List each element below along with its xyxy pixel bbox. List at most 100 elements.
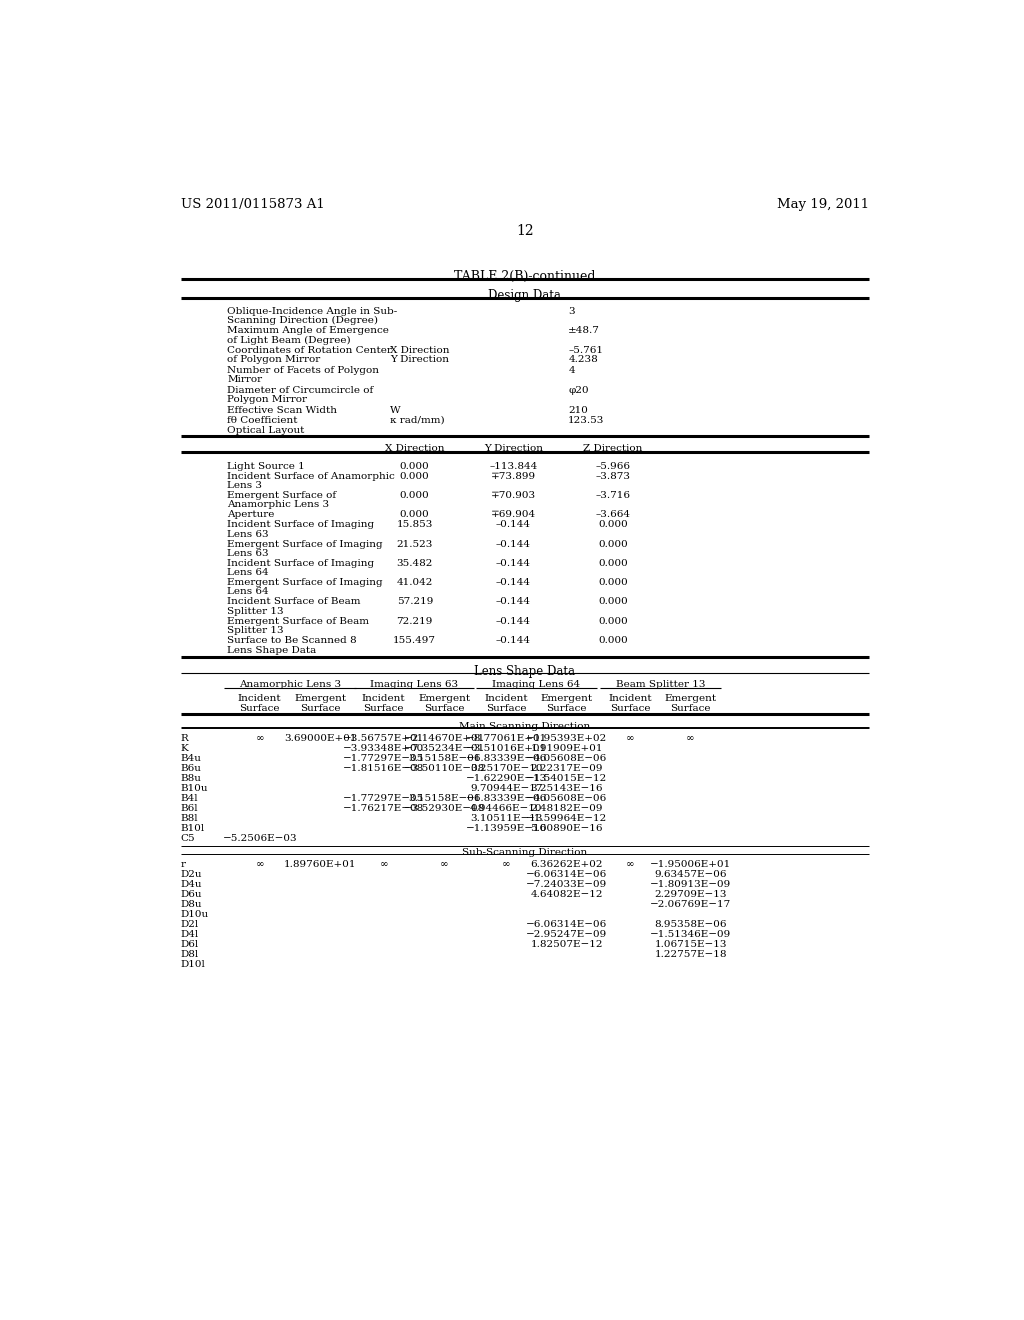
Text: −1.51346E−09: −1.51346E−09 <box>650 929 731 939</box>
Text: 41.042: 41.042 <box>396 578 433 587</box>
Text: 3.25170E−10: 3.25170E−10 <box>470 764 543 774</box>
Text: Maximum Angle of Emergence: Maximum Angle of Emergence <box>227 326 389 335</box>
Text: 0.000: 0.000 <box>400 471 430 480</box>
Text: D10l: D10l <box>180 960 206 969</box>
Text: 0.000: 0.000 <box>400 491 430 500</box>
Text: 0.000: 0.000 <box>598 558 628 568</box>
Text: Lens 3: Lens 3 <box>227 480 262 490</box>
Text: 3: 3 <box>568 308 574 315</box>
Text: –5.966: –5.966 <box>596 462 631 471</box>
Text: −1.13959E−16: −1.13959E−16 <box>466 825 547 833</box>
Text: −3.52930E−08: −3.52930E−08 <box>403 804 484 813</box>
Text: –0.144: –0.144 <box>496 578 530 587</box>
Text: Diameter of Circumcircle of: Diameter of Circumcircle of <box>227 385 374 395</box>
Text: Emergent: Emergent <box>541 694 593 704</box>
Text: 1.89760E+01: 1.89760E+01 <box>284 859 356 869</box>
Text: Emergent: Emergent <box>294 694 346 704</box>
Text: 4.64082E−12: 4.64082E−12 <box>530 890 603 899</box>
Text: B6u: B6u <box>180 764 202 774</box>
Text: 210: 210 <box>568 405 588 414</box>
Text: 0.000: 0.000 <box>400 462 430 471</box>
Text: Main Scanning Direction: Main Scanning Direction <box>459 722 591 731</box>
Text: –0.144: –0.144 <box>496 616 530 626</box>
Text: Emergent Surface of Imaging: Emergent Surface of Imaging <box>227 540 383 549</box>
Text: −7.35234E−01: −7.35234E−01 <box>403 744 484 754</box>
Text: 123.53: 123.53 <box>568 416 604 425</box>
Text: –3.873: –3.873 <box>596 471 631 480</box>
Text: Imaging Lens 63: Imaging Lens 63 <box>370 681 458 689</box>
Text: R: R <box>180 734 188 743</box>
Text: Surface: Surface <box>547 704 587 713</box>
Text: 1.91909E+01: 1.91909E+01 <box>530 744 603 754</box>
Text: Incident: Incident <box>238 694 282 704</box>
Text: D6l: D6l <box>180 940 199 949</box>
Text: Anamorphic Lens 3: Anamorphic Lens 3 <box>239 681 341 689</box>
Text: of Light Beam (Degree): of Light Beam (Degree) <box>227 335 351 345</box>
Text: Surface: Surface <box>240 704 280 713</box>
Text: 5.00890E−16: 5.00890E−16 <box>530 825 603 833</box>
Text: Lens 64: Lens 64 <box>227 587 269 597</box>
Text: Coordinates of Rotation Center: Coordinates of Rotation Center <box>227 346 392 355</box>
Text: Lens 64: Lens 64 <box>227 568 269 577</box>
Text: Incident: Incident <box>484 694 528 704</box>
Text: Emergent Surface of: Emergent Surface of <box>227 491 336 500</box>
Text: ∞: ∞ <box>626 859 635 869</box>
Text: –0.144: –0.144 <box>496 540 530 549</box>
Text: Incident Surface of Anamorphic: Incident Surface of Anamorphic <box>227 471 395 480</box>
Text: Effective Scan Width: Effective Scan Width <box>227 405 337 414</box>
Text: −1.59964E−12: −1.59964E−12 <box>526 814 607 824</box>
Text: W: W <box>390 405 400 414</box>
Text: Surface: Surface <box>300 704 340 713</box>
Text: Number of Facets of Polygon: Number of Facets of Polygon <box>227 366 379 375</box>
Text: Emergent Surface of Imaging: Emergent Surface of Imaging <box>227 578 383 587</box>
Text: 35.482: 35.482 <box>396 558 433 568</box>
Text: −6.06314E−06: −6.06314E−06 <box>526 870 607 879</box>
Text: −3.56757E+01: −3.56757E+01 <box>343 734 424 743</box>
Text: −4.05608E−06: −4.05608E−06 <box>526 755 607 763</box>
Text: Lens 63: Lens 63 <box>227 529 269 539</box>
Text: 4.238: 4.238 <box>568 355 598 364</box>
Text: Optical Layout: Optical Layout <box>227 425 304 434</box>
Text: Polygon Mirror: Polygon Mirror <box>227 395 307 404</box>
Text: B4u: B4u <box>180 755 202 763</box>
Text: −2.14670E+01: −2.14670E+01 <box>403 734 484 743</box>
Text: Beam Splitter 13: Beam Splitter 13 <box>615 681 706 689</box>
Text: Surface: Surface <box>424 704 465 713</box>
Text: X Direction: X Direction <box>390 346 450 355</box>
Text: Scanning Direction (Degree): Scanning Direction (Degree) <box>227 317 378 325</box>
Text: 4.94466E−10: 4.94466E−10 <box>470 804 543 813</box>
Text: Design Data: Design Data <box>488 289 561 302</box>
Text: ±48.7: ±48.7 <box>568 326 600 335</box>
Text: 2.48182E−09: 2.48182E−09 <box>530 804 603 813</box>
Text: 2.22317E−09: 2.22317E−09 <box>530 764 603 774</box>
Text: B6l: B6l <box>180 804 199 813</box>
Text: –113.844: –113.844 <box>489 462 538 471</box>
Text: Imaging Lens 64: Imaging Lens 64 <box>493 681 581 689</box>
Text: 155.497: 155.497 <box>393 636 436 644</box>
Text: Incident Surface of Beam: Incident Surface of Beam <box>227 598 360 606</box>
Text: ∞: ∞ <box>686 734 695 743</box>
Text: TABLE 2(B)-continued: TABLE 2(B)-continued <box>454 271 596 282</box>
Text: 57.219: 57.219 <box>396 598 433 606</box>
Text: –0.144: –0.144 <box>496 598 530 606</box>
Text: ∞: ∞ <box>380 859 388 869</box>
Text: −3.93348E+00: −3.93348E+00 <box>343 744 424 754</box>
Text: K: K <box>180 744 188 754</box>
Text: Mirror: Mirror <box>227 375 262 384</box>
Text: ∓73.899: ∓73.899 <box>490 471 536 480</box>
Text: Splitter 13: Splitter 13 <box>227 607 284 615</box>
Text: Y Direction: Y Direction <box>483 444 543 453</box>
Text: Z Direction: Z Direction <box>584 444 643 453</box>
Text: −6.06314E−06: −6.06314E−06 <box>526 920 607 929</box>
Text: −2.06769E−17: −2.06769E−17 <box>650 900 731 909</box>
Text: ∓69.904: ∓69.904 <box>490 511 536 519</box>
Text: May 19, 2011: May 19, 2011 <box>777 198 869 211</box>
Text: 0.000: 0.000 <box>400 511 430 519</box>
Text: 3.15158E−06: 3.15158E−06 <box>408 795 480 804</box>
Text: 21.523: 21.523 <box>396 540 433 549</box>
Text: φ20: φ20 <box>568 385 589 395</box>
Text: –3.716: –3.716 <box>596 491 631 500</box>
Text: −8.77061E+01: −8.77061E+01 <box>466 734 547 743</box>
Text: Sub-Scanning Direction: Sub-Scanning Direction <box>462 847 588 857</box>
Text: Surface: Surface <box>671 704 711 713</box>
